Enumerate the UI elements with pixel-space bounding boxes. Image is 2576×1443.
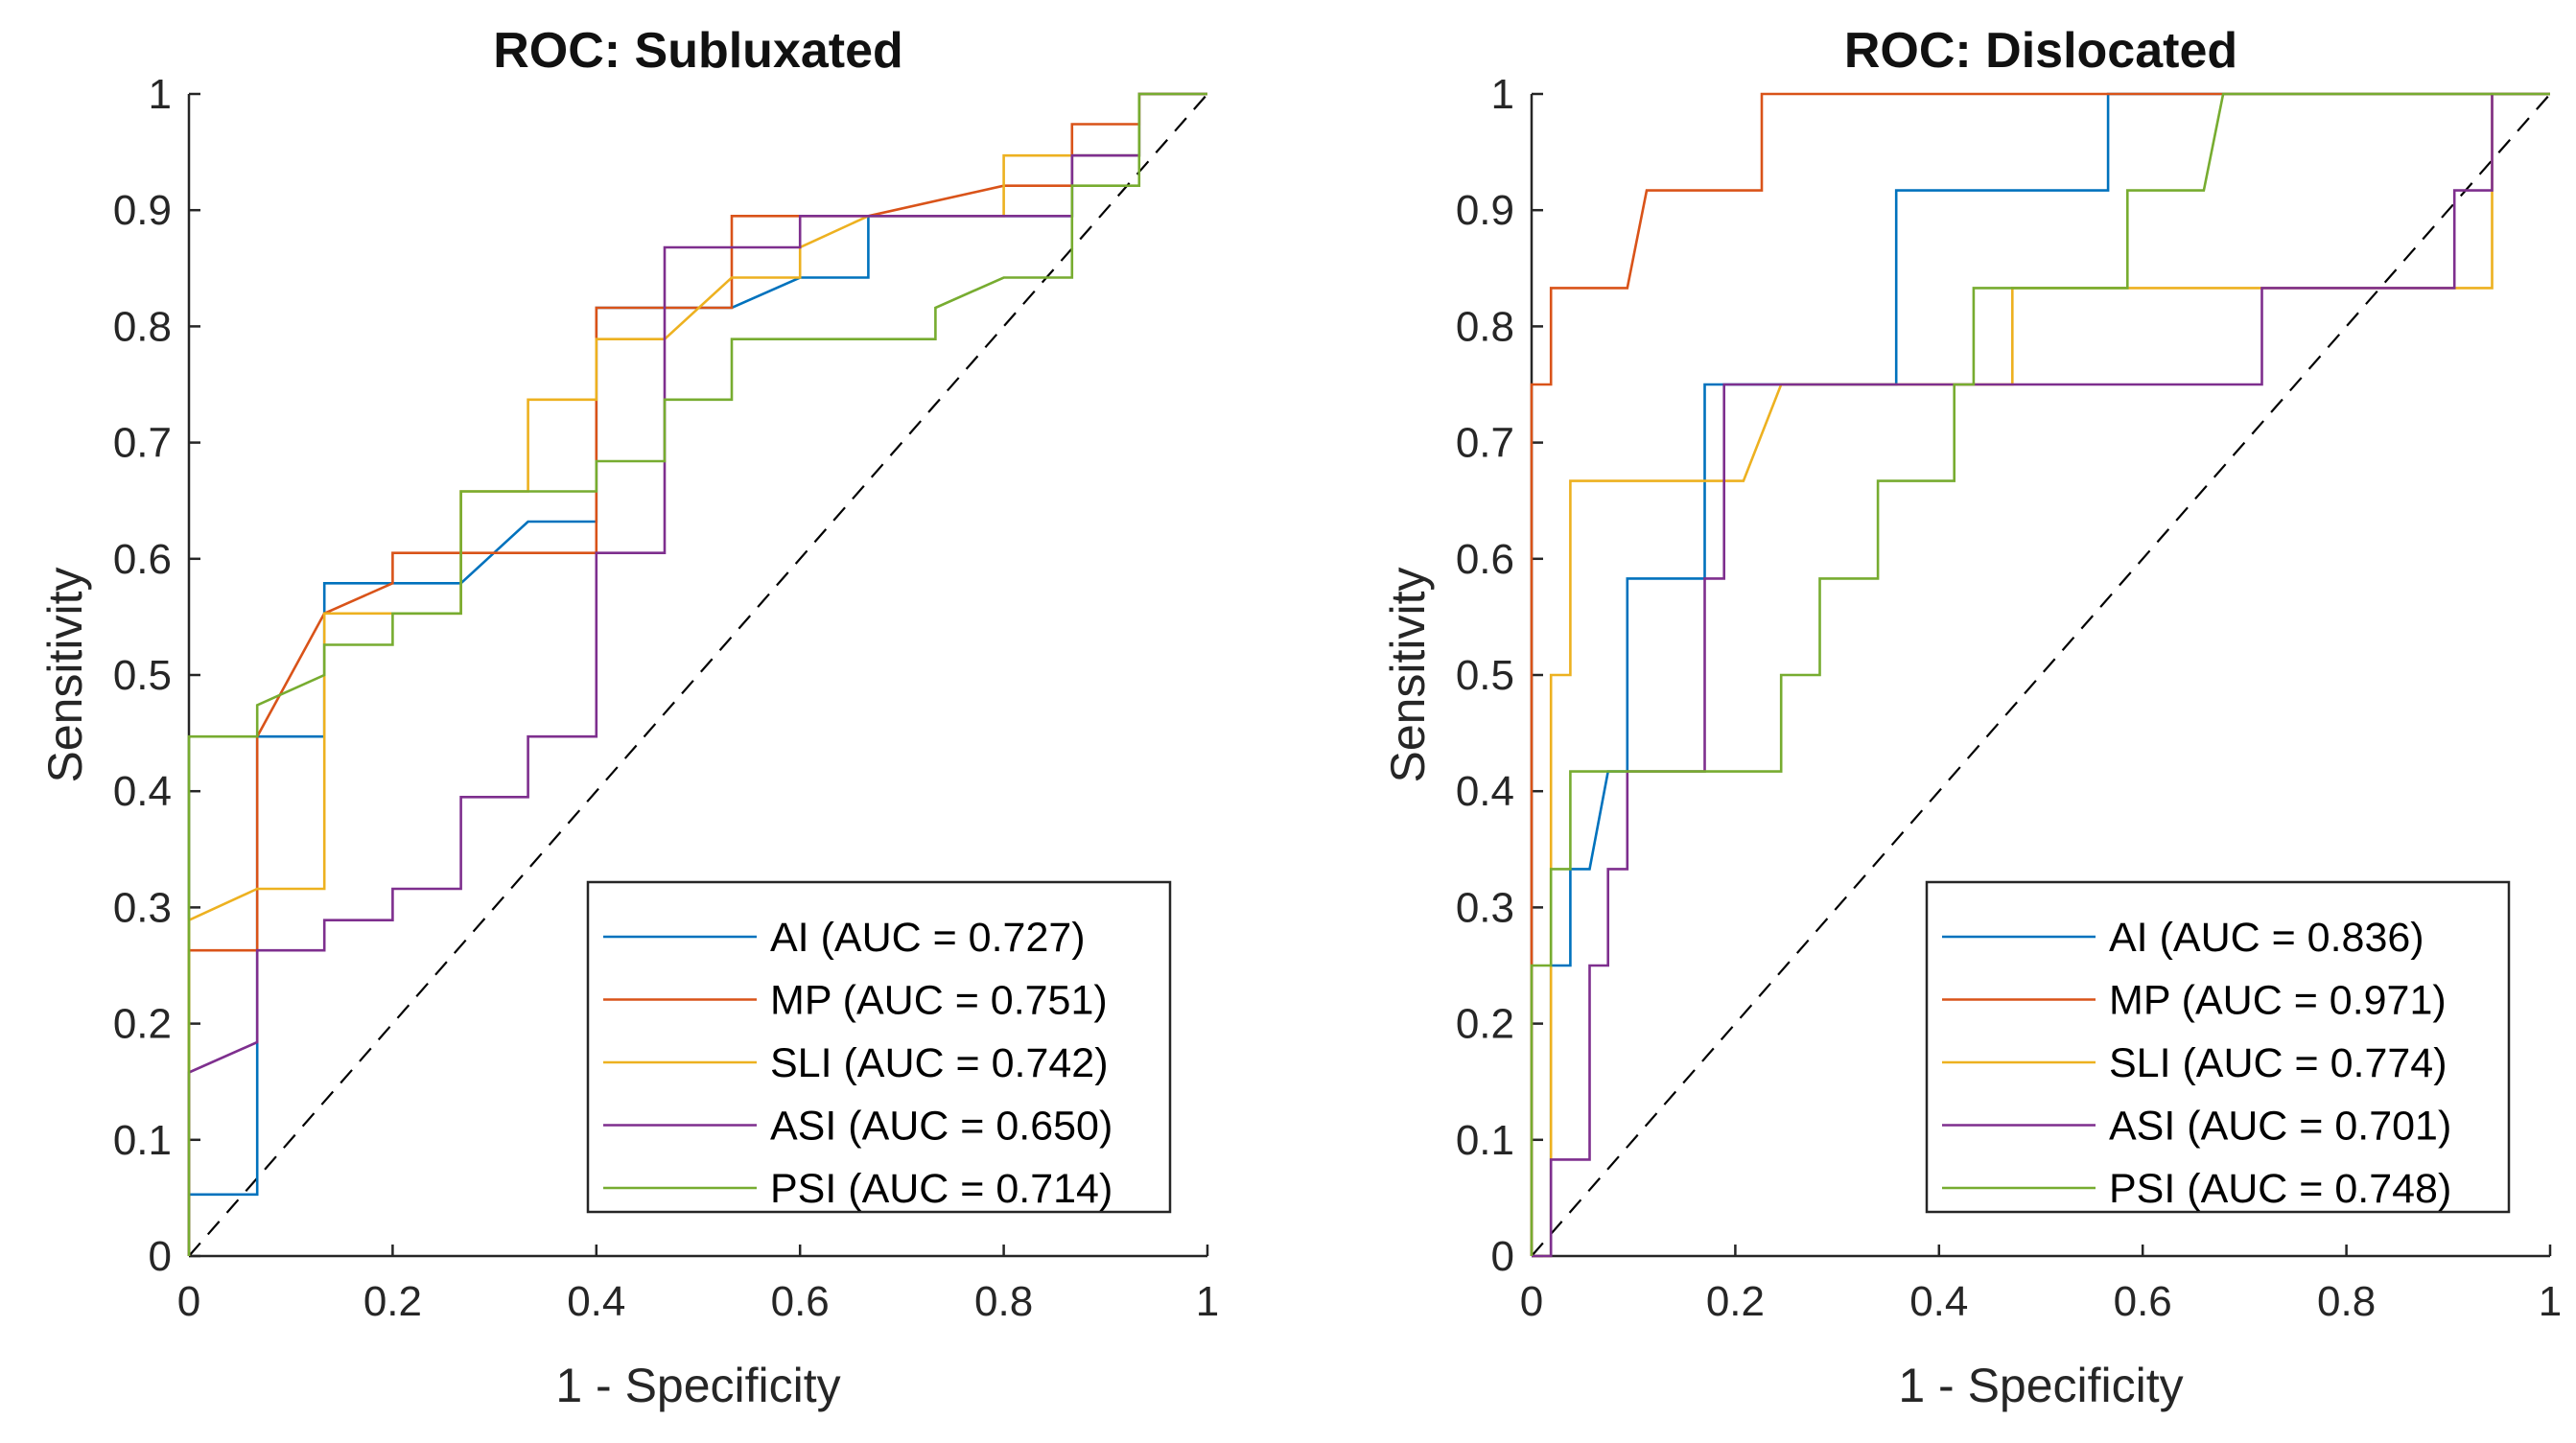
y-tick-label: 1: [1491, 71, 1514, 118]
x-tick-label: 0.8: [2317, 1278, 2376, 1325]
y-tick-label: 0.4: [1456, 768, 1514, 815]
legend-entry: PSI (AUC = 0.714): [770, 1166, 1112, 1212]
roc-curve-psi: [1530, 92, 2550, 1256]
chart-title: ROC: Subluxated: [493, 23, 903, 79]
roc-curve-psi: [187, 92, 1207, 1256]
x-tick-label: 0.6: [2114, 1278, 2172, 1325]
legend-entry: ASI (AUC = 0.701): [2109, 1104, 2451, 1150]
y-tick-label: 0.7: [1456, 420, 1514, 467]
legend-entry: SLI (AUC = 0.742): [770, 1040, 1109, 1086]
y-tick-label: 0.8: [113, 303, 172, 350]
roc-curve-ai: [1532, 92, 2550, 1258]
x-tick-label: 1: [2539, 1278, 2562, 1325]
x-tick-label: 1: [1196, 1278, 1219, 1325]
chart-title: ROC: Dislocated: [1844, 23, 2237, 79]
y-tick-label: 0.8: [1456, 303, 1514, 350]
x-tick-label: 0.4: [1909, 1278, 1968, 1325]
y-tick-label: 0.1: [113, 1117, 172, 1164]
x-tick-label: 0.2: [1706, 1278, 1765, 1325]
x-axis-label: 1 - Specificity: [555, 1359, 840, 1412]
roc-curve-asi: [1532, 92, 2550, 1258]
y-tick-label: 0.3: [1456, 884, 1514, 931]
y-tick-label: 0.6: [1456, 536, 1514, 583]
legend-entry: PSI (AUC = 0.748): [2109, 1166, 2451, 1212]
roc-plot-2: ROC: Dislocated 0 0.2 0.4 0.6 0.8 1 0 0.1 0.2 0.3 0…: [1381, 23, 2562, 1412]
y-tick-label: 0.5: [113, 652, 172, 699]
x-tick-label: 0.8: [974, 1278, 1033, 1325]
legend: AI (AUC = 0.836) MP (AUC = 0.971) SLI (AUC…: [1925, 880, 2511, 1214]
roc-plot-1: ROC: Subluxated 0 0.2 0.4 0.6 0.8 1 0 0.1 0.2 0.3 0…: [38, 23, 1219, 1412]
roc-curve-mp: [1530, 92, 2550, 1256]
y-axis-label: Sensitivity: [1381, 567, 1435, 782]
x-axis-label: 1 - Specificity: [1898, 1359, 2183, 1412]
y-tick-label: 0.6: [113, 536, 172, 583]
roc-curve-sli: [187, 92, 1207, 1256]
roc-curve-sli: [1532, 92, 2550, 1258]
y-axis-label: Sensitivity: [38, 567, 92, 782]
legend: AI (AUC = 0.727) MP (AUC = 0.751) SLI (AUC…: [586, 880, 1172, 1214]
y-tick-label: 0.4: [113, 768, 172, 815]
y-tick-label: 0.7: [113, 420, 172, 467]
legend-entry: MP (AUC = 0.971): [2109, 978, 2447, 1024]
y-tick-label: 0.9: [1456, 187, 1514, 234]
legend-entry: SLI (AUC = 0.774): [2109, 1040, 2447, 1086]
y-tick-label: 0: [1491, 1233, 1514, 1280]
legend-entry: AI (AUC = 0.836): [2109, 915, 2424, 961]
y-tick-label: 0: [149, 1233, 172, 1280]
y-tick-label: 0.3: [113, 884, 172, 931]
y-tick-label: 1: [149, 71, 172, 118]
x-tick-label: 0.4: [567, 1278, 625, 1325]
x-tick-label: 0: [1520, 1278, 1543, 1325]
x-tick-label: 0: [177, 1278, 200, 1325]
y-tick-label: 0.2: [113, 1001, 172, 1048]
y-tick-label: 0.2: [1456, 1001, 1514, 1048]
y-tick-label: 0.5: [1456, 652, 1514, 699]
y-tick-label: 0.1: [1456, 1117, 1514, 1164]
legend-entry: ASI (AUC = 0.650): [770, 1104, 1112, 1150]
y-tick-label: 0.9: [113, 187, 172, 234]
x-tick-label: 0.2: [363, 1278, 422, 1325]
legend-entry: AI (AUC = 0.727): [770, 915, 1086, 961]
legend-entry: MP (AUC = 0.751): [770, 978, 1108, 1024]
x-tick-label: 0.6: [771, 1278, 830, 1325]
